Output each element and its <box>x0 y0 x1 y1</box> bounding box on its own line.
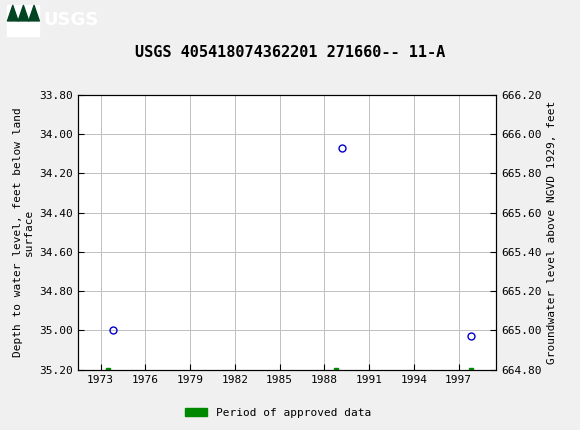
Legend: Period of approved data: Period of approved data <box>181 403 376 422</box>
Y-axis label: Depth to water level, feet below land
surface: Depth to water level, feet below land su… <box>13 108 34 357</box>
Text: USGS: USGS <box>44 12 99 29</box>
Bar <box>7 5 39 36</box>
Text: USGS 405418074362201 271660-- 11-A: USGS 405418074362201 271660-- 11-A <box>135 45 445 60</box>
Y-axis label: Groundwater level above NGVD 1929, feet: Groundwater level above NGVD 1929, feet <box>547 101 557 364</box>
